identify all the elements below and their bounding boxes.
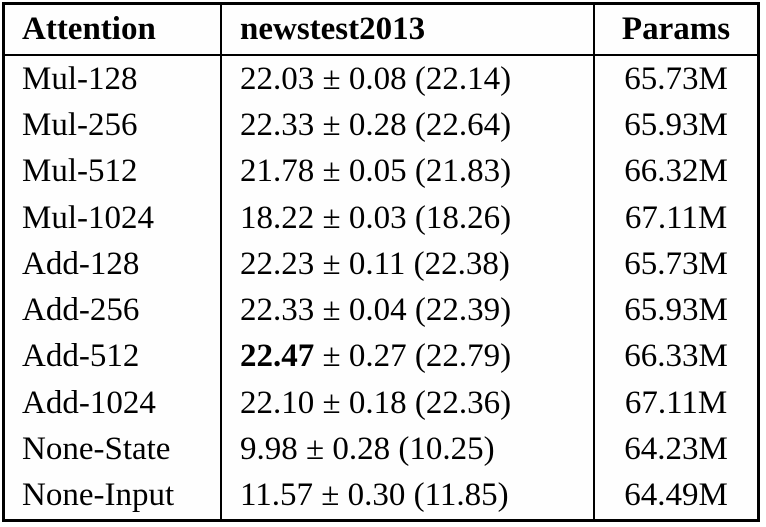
header-params: Params xyxy=(593,5,757,56)
score-std-and-best: ± 0.18 (22.36) xyxy=(314,384,512,421)
header-attention: Attention xyxy=(5,5,221,56)
params-cell: 65.73M xyxy=(593,55,757,103)
attention-cell: Add-256 xyxy=(22,292,140,329)
params-cell: 65.73M xyxy=(593,241,757,288)
params-cell: 66.32M xyxy=(593,148,757,196)
params-cell: 64.49M xyxy=(593,472,757,519)
attention-cell: Mul-1024 xyxy=(22,199,154,236)
attention-cell: Mul-128 xyxy=(22,60,138,97)
score-std-and-best: ± 0.04 (22.39) xyxy=(314,292,512,329)
table-body: Mul-128 22.03 ± 0.08 (22.14) 65.73M Mul-256… xyxy=(5,55,757,519)
score-cell: 22.33 ± 0.04 (22.39) xyxy=(220,287,594,334)
attention-cell: Mul-256 xyxy=(22,107,138,144)
score-cell: 22.23 ± 0.11 (22.38) xyxy=(220,241,594,288)
score-std-and-best: ± 0.28 (10.25) xyxy=(297,431,495,467)
table-row: Mul-512 21.78 ± 0.05 (21.83) 66.32M xyxy=(5,148,757,196)
score-std-and-best: ± 0.27 (22.79) xyxy=(314,338,512,375)
params-cell: 67.11M xyxy=(593,380,757,427)
table-row: Add-1024 22.10 ± 0.18 (22.36) 67.11M xyxy=(5,380,757,427)
score-mean: 22.33 xyxy=(240,292,315,329)
score-mean: 22.10 xyxy=(240,384,315,421)
score-std-and-best: ± 0.11 (22.38) xyxy=(314,245,510,282)
attention-cell: Add-128 xyxy=(22,245,140,282)
attention-cell: None-Input xyxy=(22,477,175,514)
results-table: Attention newstest2013 Params Mul-128 22.… xyxy=(5,5,757,519)
score-mean: 22.47 xyxy=(240,338,315,375)
score-mean: 22.03 xyxy=(240,60,315,97)
header-newstest2013: newstest2013 xyxy=(220,5,594,56)
score-std-and-best: ± 0.03 (18.26) xyxy=(314,199,512,236)
params-cell: 65.93M xyxy=(593,102,757,149)
params-cell: 65.93M xyxy=(593,287,757,334)
table-row: Add-128 22.23 ± 0.11 (22.38) 65.73M xyxy=(5,241,757,288)
table-row: Mul-256 22.33 ± 0.28 (22.64) 65.93M xyxy=(5,102,757,149)
attention-cell: Add-1024 xyxy=(22,384,156,421)
table-row: Mul-1024 18.22 ± 0.03 (18.26) 67.11M xyxy=(5,195,757,242)
score-mean: 22.33 xyxy=(240,107,315,144)
attention-cell: Mul-512 xyxy=(22,153,138,190)
score-cell: 22.33 ± 0.28 (22.64) xyxy=(220,102,594,149)
score-mean: 11.57 xyxy=(240,477,314,514)
score-mean: 21.78 xyxy=(240,153,315,190)
table-row: None-Input 11.57 ± 0.30 (11.85) 64.49M xyxy=(5,472,757,519)
params-cell: 67.11M xyxy=(593,195,757,242)
table-header: Attention newstest2013 Params xyxy=(5,5,757,56)
score-cell: 22.47 ± 0.27 (22.79) xyxy=(220,333,594,381)
table-row: Add-512 22.47 ± 0.27 (22.79) 66.33M xyxy=(5,333,757,381)
score-cell: 9.98 ± 0.28 (10.25) xyxy=(220,426,594,473)
score-cell: 22.03 ± 0.08 (22.14) xyxy=(220,55,594,103)
attention-cell: Add-512 xyxy=(22,338,140,375)
table-row: Mul-128 22.03 ± 0.08 (22.14) 65.73M xyxy=(5,55,757,103)
table-row: Add-256 22.33 ± 0.04 (22.39) 65.93M xyxy=(5,287,757,334)
header-row: Attention newstest2013 Params xyxy=(5,5,757,56)
score-cell: 21.78 ± 0.05 (21.83) xyxy=(220,148,594,196)
score-std-and-best: ± 0.05 (21.83) xyxy=(314,153,512,190)
params-cell: 66.33M xyxy=(593,333,757,381)
params-cell: 64.23M xyxy=(593,426,757,473)
score-std-and-best: ± 0.28 (22.64) xyxy=(314,107,512,144)
score-std-and-best: ± 0.08 (22.14) xyxy=(314,60,512,97)
score-cell: 11.57 ± 0.30 (11.85) xyxy=(220,472,594,519)
results-table-frame: Attention newstest2013 Params Mul-128 22.… xyxy=(2,2,760,522)
score-cell: 18.22 ± 0.03 (18.26) xyxy=(220,195,594,242)
score-mean: 22.23 xyxy=(240,245,315,282)
score-mean: 18.22 xyxy=(240,199,315,236)
attention-cell: None-State xyxy=(22,431,171,467)
score-cell: 22.10 ± 0.18 (22.36) xyxy=(220,380,594,427)
score-mean: 9.98 xyxy=(240,431,298,467)
table-row: None-State 9.98 ± 0.28 (10.25) 64.23M xyxy=(5,426,757,473)
score-std-and-best: ± 0.30 (11.85) xyxy=(313,477,509,514)
